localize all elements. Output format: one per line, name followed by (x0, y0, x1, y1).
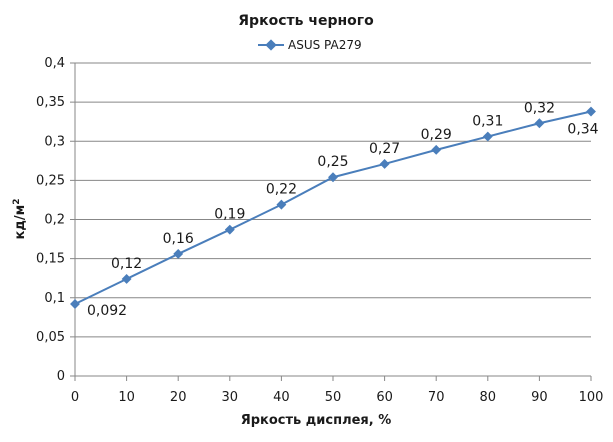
y-tick-label: 0,2 (44, 213, 65, 228)
y-axis-title: кд/м2 (12, 199, 28, 240)
y-tick-label: 0,25 (36, 173, 65, 188)
y-tick-label: 0,35 (36, 95, 65, 110)
x-tick-label: 20 (170, 390, 187, 405)
x-tick-label: 100 (579, 390, 604, 405)
data-label: 0,19 (214, 207, 245, 223)
data-point (70, 299, 80, 309)
legend: ASUS PA279 (258, 38, 362, 52)
y-tick-label: 0 (57, 369, 65, 384)
data-point (173, 248, 184, 259)
data-point (224, 224, 235, 235)
legend-label: ASUS PA279 (288, 38, 362, 52)
y-tick-label: 0,05 (36, 330, 65, 345)
data-point (431, 144, 442, 155)
y-axis-title-base: кд/м (13, 205, 28, 240)
legend-marker (265, 39, 277, 51)
y-tick-label: 0,1 (44, 291, 65, 306)
data-point (276, 199, 287, 210)
data-label: 0,31 (472, 114, 503, 130)
data-point (586, 106, 596, 117)
data-label: 0,25 (317, 154, 348, 170)
series-layer (70, 106, 596, 309)
x-tick-label: 70 (428, 390, 445, 405)
x-axis-title: Яркость дисплея, % (241, 413, 392, 428)
data-label: 0,12 (111, 256, 142, 272)
data-labels: 0,092 0,12 0,16 0,19 0,22 0,25 0,27 0,29 0,31 0,3… (87, 100, 599, 319)
data-label: 0,34 (567, 122, 598, 138)
x-tick-label: 60 (376, 390, 393, 405)
x-tick-label: 50 (325, 390, 342, 405)
data-point (328, 172, 338, 183)
data-point (482, 131, 493, 142)
data-label: 0,22 (266, 182, 297, 198)
chart-title: Яркость черного (238, 13, 374, 29)
series-line (74, 110, 592, 305)
data-label: 0,29 (421, 127, 452, 143)
x-tick-label: 80 (480, 390, 497, 405)
data-label: 0,27 (369, 141, 400, 157)
data-label: 0,16 (163, 231, 194, 247)
data-point (379, 158, 390, 169)
gridlines (75, 62, 591, 338)
y-tick-label: 0,15 (36, 252, 65, 267)
data-label: 0,092 (87, 303, 127, 319)
y-axis-title-sup: 2 (12, 199, 22, 205)
x-tick-label: 30 (222, 390, 239, 405)
x-tick-label: 10 (118, 390, 135, 405)
y-tick-label: 0,4 (44, 56, 65, 71)
data-point (121, 274, 132, 284)
x-tick-label: 90 (531, 390, 548, 405)
x-tick-label: 40 (273, 390, 290, 405)
data-label: 0,32 (524, 100, 555, 116)
data-point (534, 118, 545, 129)
y-tick-label: 0,3 (44, 134, 65, 149)
axes: 0 0,05 0,1 0,15 0,2 0,25 0,3 0,35 0,4 0 10 20 30 40 50… (36, 56, 603, 405)
x-tick-label: 0 (71, 390, 79, 405)
